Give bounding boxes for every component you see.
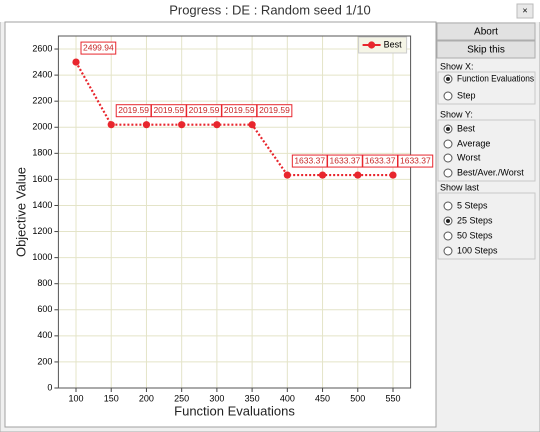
button-label[interactable]: Abort [474,27,498,38]
x-tick-label: 550 [385,393,400,403]
x-tick-label: 250 [174,393,189,403]
group-label: Show last [440,182,480,192]
data-label: 1633.37 [365,155,396,165]
radio-label[interactable]: Function Evaluations [457,73,534,83]
button[interactable] [436,22,536,41]
legend-label: Best [384,39,403,49]
group-box [437,192,536,260]
data-point [389,171,397,179]
radio-dot[interactable] [446,219,450,223]
group-label: Show X: [440,61,474,71]
y-tick-label: 800 [37,278,52,288]
data-point [178,121,186,129]
y-tick-label: 2400 [32,69,52,79]
data-label-box [397,154,434,168]
y-tick-label: 2000 [32,122,52,132]
data-point [107,121,115,129]
radio-label[interactable]: 50 Steps [457,230,493,240]
y-tick-label: 200 [37,356,52,366]
x-tick-label: 100 [68,393,83,403]
x-tick-label: 400 [280,393,295,403]
group-label: Show Y: [440,109,473,119]
chart-panel [4,21,437,428]
plot-frame [57,35,412,389]
title-bar [0,0,540,22]
data-point [72,58,80,66]
radio-label[interactable]: Step [457,90,476,100]
x-axis-title: Function Evaluations [174,403,295,418]
y-tick-label: 600 [37,304,52,314]
radio-button[interactable] [443,91,453,101]
radio-button[interactable] [443,153,453,163]
radio-label[interactable]: Average [457,138,490,148]
radio-button[interactable] [443,246,453,256]
button-label[interactable]: Skip this [467,45,505,56]
data-point [354,171,362,179]
y-tick-label: 1800 [32,148,52,158]
x-tick-label: 500 [350,393,365,403]
radio-label[interactable]: Best [457,123,476,133]
data-point [213,121,221,129]
radio-label[interactable]: 100 Steps [457,245,498,255]
y-tick-label: 2200 [32,96,52,106]
x-tick-label: 200 [139,393,154,403]
radio-label[interactable]: 25 Steps [457,215,493,225]
data-label: 2019.59 [118,105,149,115]
x-tick-label: 350 [245,393,260,403]
radio-button[interactable] [443,231,453,241]
data-point [283,171,291,179]
data-point [248,121,256,129]
legend-box [358,36,408,54]
y-tick-label: 1400 [32,200,52,210]
data-label-box [80,41,117,55]
radio-button[interactable] [443,201,453,211]
y-axis-title: Objective Value [13,167,28,257]
radio-dot[interactable] [446,127,450,131]
y-tick-label: 1600 [32,174,52,184]
x-tick-label: 450 [315,393,330,403]
group-box [437,119,536,182]
group-box [437,71,536,105]
data-point [318,171,327,179]
y-tick-label: 1000 [32,252,52,262]
x-tick-label: 150 [104,393,119,403]
window-title: Progress : DE : Random seed 1/10 [169,2,371,17]
button[interactable] [436,40,536,59]
radio-button[interactable] [443,139,453,149]
radio-label[interactable]: Best/Aver./Worst [457,167,524,177]
data-label-box [256,104,293,118]
close-label[interactable]: × [522,5,527,15]
data-label: 1633.37 [330,155,361,165]
data-label: 2019.59 [224,105,255,115]
data-label: 2019.59 [189,105,220,115]
data-label: 2019.59 [259,105,290,115]
y-tick-label: 400 [37,330,52,340]
radio-label[interactable]: 5 Steps [457,200,488,210]
x-tick-label: 300 [209,393,224,403]
data-label: 1633.37 [294,155,325,165]
legend-marker [367,41,376,49]
y-tick-label: 0 [47,382,52,392]
data-label: 2019.59 [153,105,184,115]
y-tick-label: 2600 [32,43,52,53]
radio-label[interactable]: Worst [457,152,481,162]
data-label: 2499.94 [83,42,114,52]
radio-button[interactable] [443,168,453,178]
data-point [142,121,151,129]
radio-dot[interactable] [446,77,450,81]
close-button[interactable] [516,3,534,19]
y-tick-label: 1200 [32,226,52,236]
series-line [75,61,393,177]
data-label: 1633.37 [400,155,431,165]
